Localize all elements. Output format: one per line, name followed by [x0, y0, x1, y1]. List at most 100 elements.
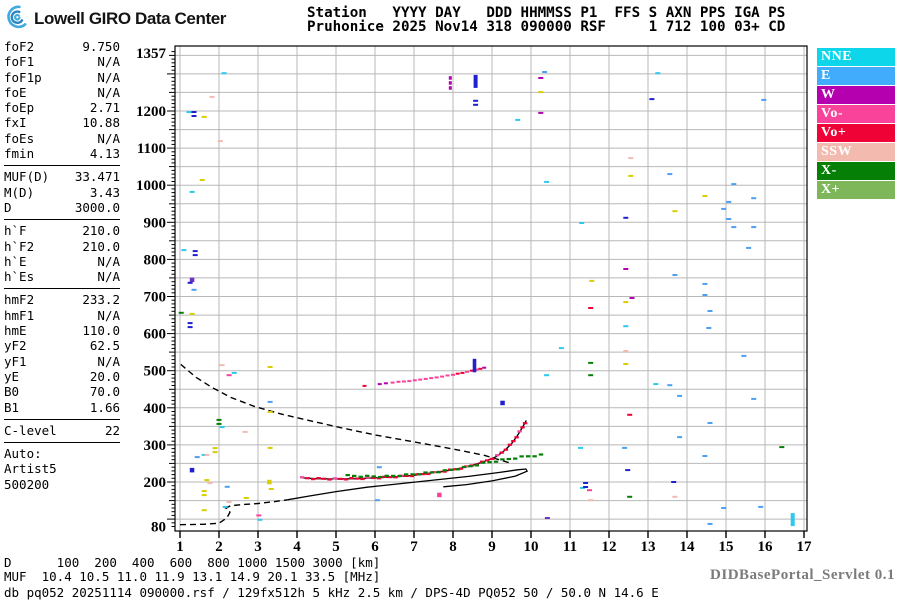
- parameter-group: MUF(D) 33.471 M(D) 3.43 D 3000.0: [4, 165, 120, 215]
- parameter-row: h`E N/A: [4, 254, 120, 269]
- parameter-label: foF1p: [4, 69, 42, 85]
- giro-logo-icon: [6, 5, 30, 33]
- parameter-row: yF2 62.5: [4, 338, 120, 353]
- source-info-row: db pq052 20251114 090000.rsf / 129fx512h…: [4, 585, 659, 600]
- parameter-label: h`F: [4, 223, 27, 239]
- parameter-label: hmF2: [4, 292, 35, 308]
- parameter-value: 4.13: [89, 146, 120, 162]
- parameter-row: h`Es N/A: [4, 269, 120, 284]
- muf-row: MUF 10.4 10.5 11.0 11.9 13.1 14.9 20.1 3…: [4, 569, 381, 584]
- parameter-value: 22: [104, 422, 120, 438]
- parameter-row: hmF1 N/A: [4, 308, 120, 323]
- legend-item-x: X+: [817, 181, 895, 199]
- svg-text:13: 13: [641, 539, 656, 555]
- legend-item-nne: NNE: [817, 48, 895, 66]
- parameter-row: fxI 10.88: [4, 115, 120, 130]
- parameter-label: hmF1: [4, 307, 35, 323]
- parameter-group: Auto: Artist5 500200: [4, 442, 120, 492]
- svg-text:3: 3: [254, 539, 262, 555]
- parameter-label: D: [4, 199, 12, 215]
- parameter-row: C-level 22: [4, 423, 120, 438]
- parameter-label: fxI: [4, 115, 27, 131]
- parameter-group: foF2 9.750 foF1 N/A foF1p N/A foE N/A foEp 2.71 fx…: [4, 39, 120, 161]
- svg-text:300: 300: [144, 438, 167, 454]
- legend-item-x: X-: [817, 162, 895, 180]
- parameter-label: h`Es: [4, 269, 35, 285]
- parameter-value: N/A: [97, 84, 120, 100]
- parameter-label: foEp: [4, 100, 35, 116]
- parameter-group: h`F 210.0 h`F2 210.0 h`E N/A h`Es N/A: [4, 219, 120, 284]
- parameter-label: Auto:: [4, 446, 42, 462]
- parameter-group: hmF2 233.2 hmF1 N/A hmE 110.0 yF2 62.5 yF1 N/A yE 2…: [4, 288, 120, 415]
- parameter-row: yF1 N/A: [4, 354, 120, 369]
- parameter-group: C-level 22: [4, 418, 120, 438]
- svg-text:1: 1: [176, 539, 184, 555]
- legend-item-e: E: [817, 67, 895, 85]
- svg-text:11: 11: [563, 539, 577, 555]
- parameter-value: 70.0: [89, 384, 120, 400]
- parameter-label: foEs: [4, 130, 35, 146]
- parameter-row: B1 1.66: [4, 400, 120, 415]
- parameter-label: Artist5: [4, 461, 57, 477]
- station-header-columns: Station YYYY DAY DDD HHMMSS P1 FFS S AXN…: [307, 5, 786, 21]
- parameter-label: B0: [4, 384, 20, 400]
- parameter-value: N/A: [97, 130, 120, 146]
- parameter-row: foF1p N/A: [4, 70, 120, 85]
- parameter-value: 20.0: [89, 368, 120, 384]
- svg-text:9: 9: [488, 539, 496, 555]
- brand-header: Lowell GIRO Data Center: [6, 5, 226, 33]
- svg-text:6: 6: [371, 539, 379, 555]
- svg-text:700: 700: [144, 290, 167, 306]
- svg-text:1100: 1100: [137, 141, 166, 157]
- parameter-label: 500200: [4, 476, 50, 492]
- parameter-value: 210.0: [82, 238, 120, 254]
- parameter-value: 210.0: [82, 223, 120, 239]
- parameter-label: yF1: [4, 353, 27, 369]
- parameter-value: 2.71: [89, 100, 120, 116]
- parameter-value: 10.88: [82, 115, 120, 131]
- svg-text:1357: 1357: [136, 46, 167, 62]
- parameter-row: h`F 210.0: [4, 223, 120, 238]
- parameter-label: C-level: [4, 422, 57, 438]
- parameter-row: B0 70.0: [4, 384, 120, 399]
- parameter-row: foEs N/A: [4, 131, 120, 146]
- parameter-row: h`F2 210.0: [4, 239, 120, 254]
- svg-text:2: 2: [215, 539, 223, 555]
- svg-text:16: 16: [758, 539, 774, 555]
- parameter-row: Auto:: [4, 446, 120, 461]
- parameter-row: D 3000.0: [4, 200, 120, 215]
- legend-item-ssw: SSW: [817, 143, 895, 161]
- parameter-row: foE N/A: [4, 85, 120, 100]
- parameter-label: yE: [4, 368, 20, 384]
- svg-text:17: 17: [797, 539, 813, 555]
- svg-text:10: 10: [524, 539, 539, 555]
- svg-text:400: 400: [144, 401, 167, 417]
- svg-text:14: 14: [680, 539, 696, 555]
- parameter-label: MUF(D): [4, 169, 50, 185]
- parameter-label: hmE: [4, 323, 27, 339]
- svg-text:15: 15: [719, 539, 734, 555]
- svg-text:80: 80: [151, 520, 166, 536]
- svg-text:200: 200: [144, 475, 167, 491]
- parameter-value: N/A: [97, 69, 120, 85]
- svg-text:8: 8: [449, 539, 457, 555]
- parameter-label: h`E: [4, 253, 27, 269]
- parameter-row: foF1 N/A: [4, 54, 120, 69]
- svg-text:7: 7: [410, 539, 418, 555]
- legend-item-vo: Vo-: [817, 105, 895, 123]
- svg-text:5: 5: [332, 539, 340, 555]
- parameter-row: MUF(D) 33.471: [4, 169, 120, 184]
- svg-text:1000: 1000: [136, 178, 166, 194]
- svg-text:4: 4: [293, 539, 301, 555]
- parameter-value: N/A: [97, 353, 120, 369]
- parameter-row: yE 20.0: [4, 369, 120, 384]
- parameter-row: M(D) 3.43: [4, 185, 120, 200]
- parameter-value: 110.0: [82, 323, 120, 339]
- parameter-panel: foF2 9.750 foF1 N/A foF1p N/A foE N/A foEp 2.71 fx…: [4, 39, 120, 492]
- parameter-value: 233.2: [82, 292, 120, 308]
- parameter-value: N/A: [97, 269, 120, 285]
- parameter-value: N/A: [97, 307, 120, 323]
